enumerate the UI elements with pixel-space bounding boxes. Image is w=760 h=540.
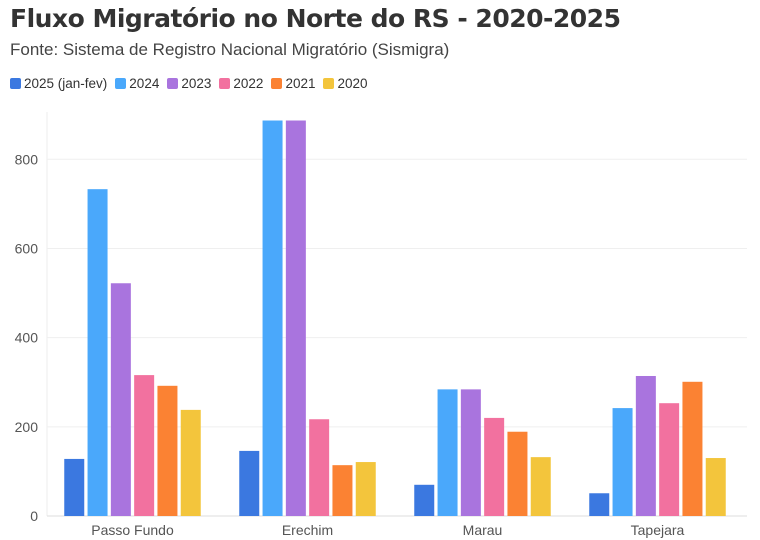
legend-item[interactable]: 2021 — [271, 76, 315, 91]
legend-item[interactable]: 2025 (jan-fev) — [10, 76, 107, 91]
bar-passo-fundo-2023 — [110, 283, 131, 516]
bar-passo-fundo-2024 — [87, 189, 108, 516]
legend-swatch — [10, 78, 21, 89]
legend-label: 2022 — [233, 76, 264, 91]
bar-tapejara-2023 — [635, 375, 656, 516]
bar-erechim-2023 — [285, 120, 306, 516]
legend-swatch — [115, 78, 127, 89]
legend-item[interactable]: 2024 — [115, 76, 159, 91]
y-tick-label: 800 — [15, 151, 39, 167]
bar-tapejara-2025 — [589, 493, 610, 516]
legend-item[interactable]: 2020 — [323, 76, 368, 91]
bar-tapejara-2022 — [659, 403, 680, 516]
bar-tapejara-2020 — [705, 458, 726, 516]
legend-item[interactable]: 2022 — [219, 76, 263, 91]
legend-label: 2023 — [181, 76, 212, 91]
chart-title: Fluxo Migratório no Norte do RS - 2020-2… — [10, 4, 621, 33]
x-tick-label: Marau — [463, 522, 503, 538]
bar-marau-2023 — [460, 389, 481, 516]
bar-passo-fundo-2025 — [64, 458, 85, 516]
bar-passo-fundo-2021 — [157, 385, 178, 516]
x-tick-label: Erechim — [282, 522, 333, 538]
legend-label: 2025 (jan-fev) — [24, 76, 108, 91]
x-tick-label: Tapejara — [631, 522, 685, 538]
bar-marau-2024 — [437, 389, 458, 516]
legend-swatch — [323, 78, 335, 89]
bar-erechim-2020 — [355, 462, 376, 516]
y-tick-label: 600 — [15, 240, 39, 256]
legend-label: 2024 — [129, 76, 160, 91]
y-tick-label: 400 — [15, 330, 39, 346]
legend: 2025 (jan-fev) 2024 2023 2022 2021 2020 — [10, 76, 368, 91]
bar-erechim-2021 — [332, 465, 353, 516]
bar-tapejara-2021 — [682, 381, 703, 516]
bar-marau-2021 — [507, 431, 528, 516]
bar-passo-fundo-2022 — [134, 375, 155, 516]
bar-passo-fundo-2020 — [180, 409, 201, 516]
bar-marau-2020 — [530, 457, 551, 516]
legend-swatch — [219, 78, 231, 89]
legend-item[interactable]: 2023 — [167, 76, 211, 91]
legend-swatch — [167, 78, 179, 89]
y-tick-label: 0 — [30, 508, 38, 524]
bar-erechim-2025 — [239, 450, 260, 516]
bar-marau-2022 — [484, 417, 505, 516]
y-tick-label: 200 — [15, 419, 39, 435]
x-tick-label: Passo Fundo — [91, 522, 174, 538]
legend-label: 2021 — [285, 76, 316, 91]
chart-subtitle: Fonte: Sistema de Registro Nacional Migr… — [10, 40, 450, 59]
legend-label: 2020 — [337, 76, 368, 91]
legend-swatch — [271, 78, 283, 89]
bar-marau-2025 — [414, 484, 435, 516]
bar-tapejara-2024 — [612, 408, 633, 516]
bar-erechim-2024 — [262, 120, 283, 516]
bar-erechim-2022 — [309, 419, 330, 516]
